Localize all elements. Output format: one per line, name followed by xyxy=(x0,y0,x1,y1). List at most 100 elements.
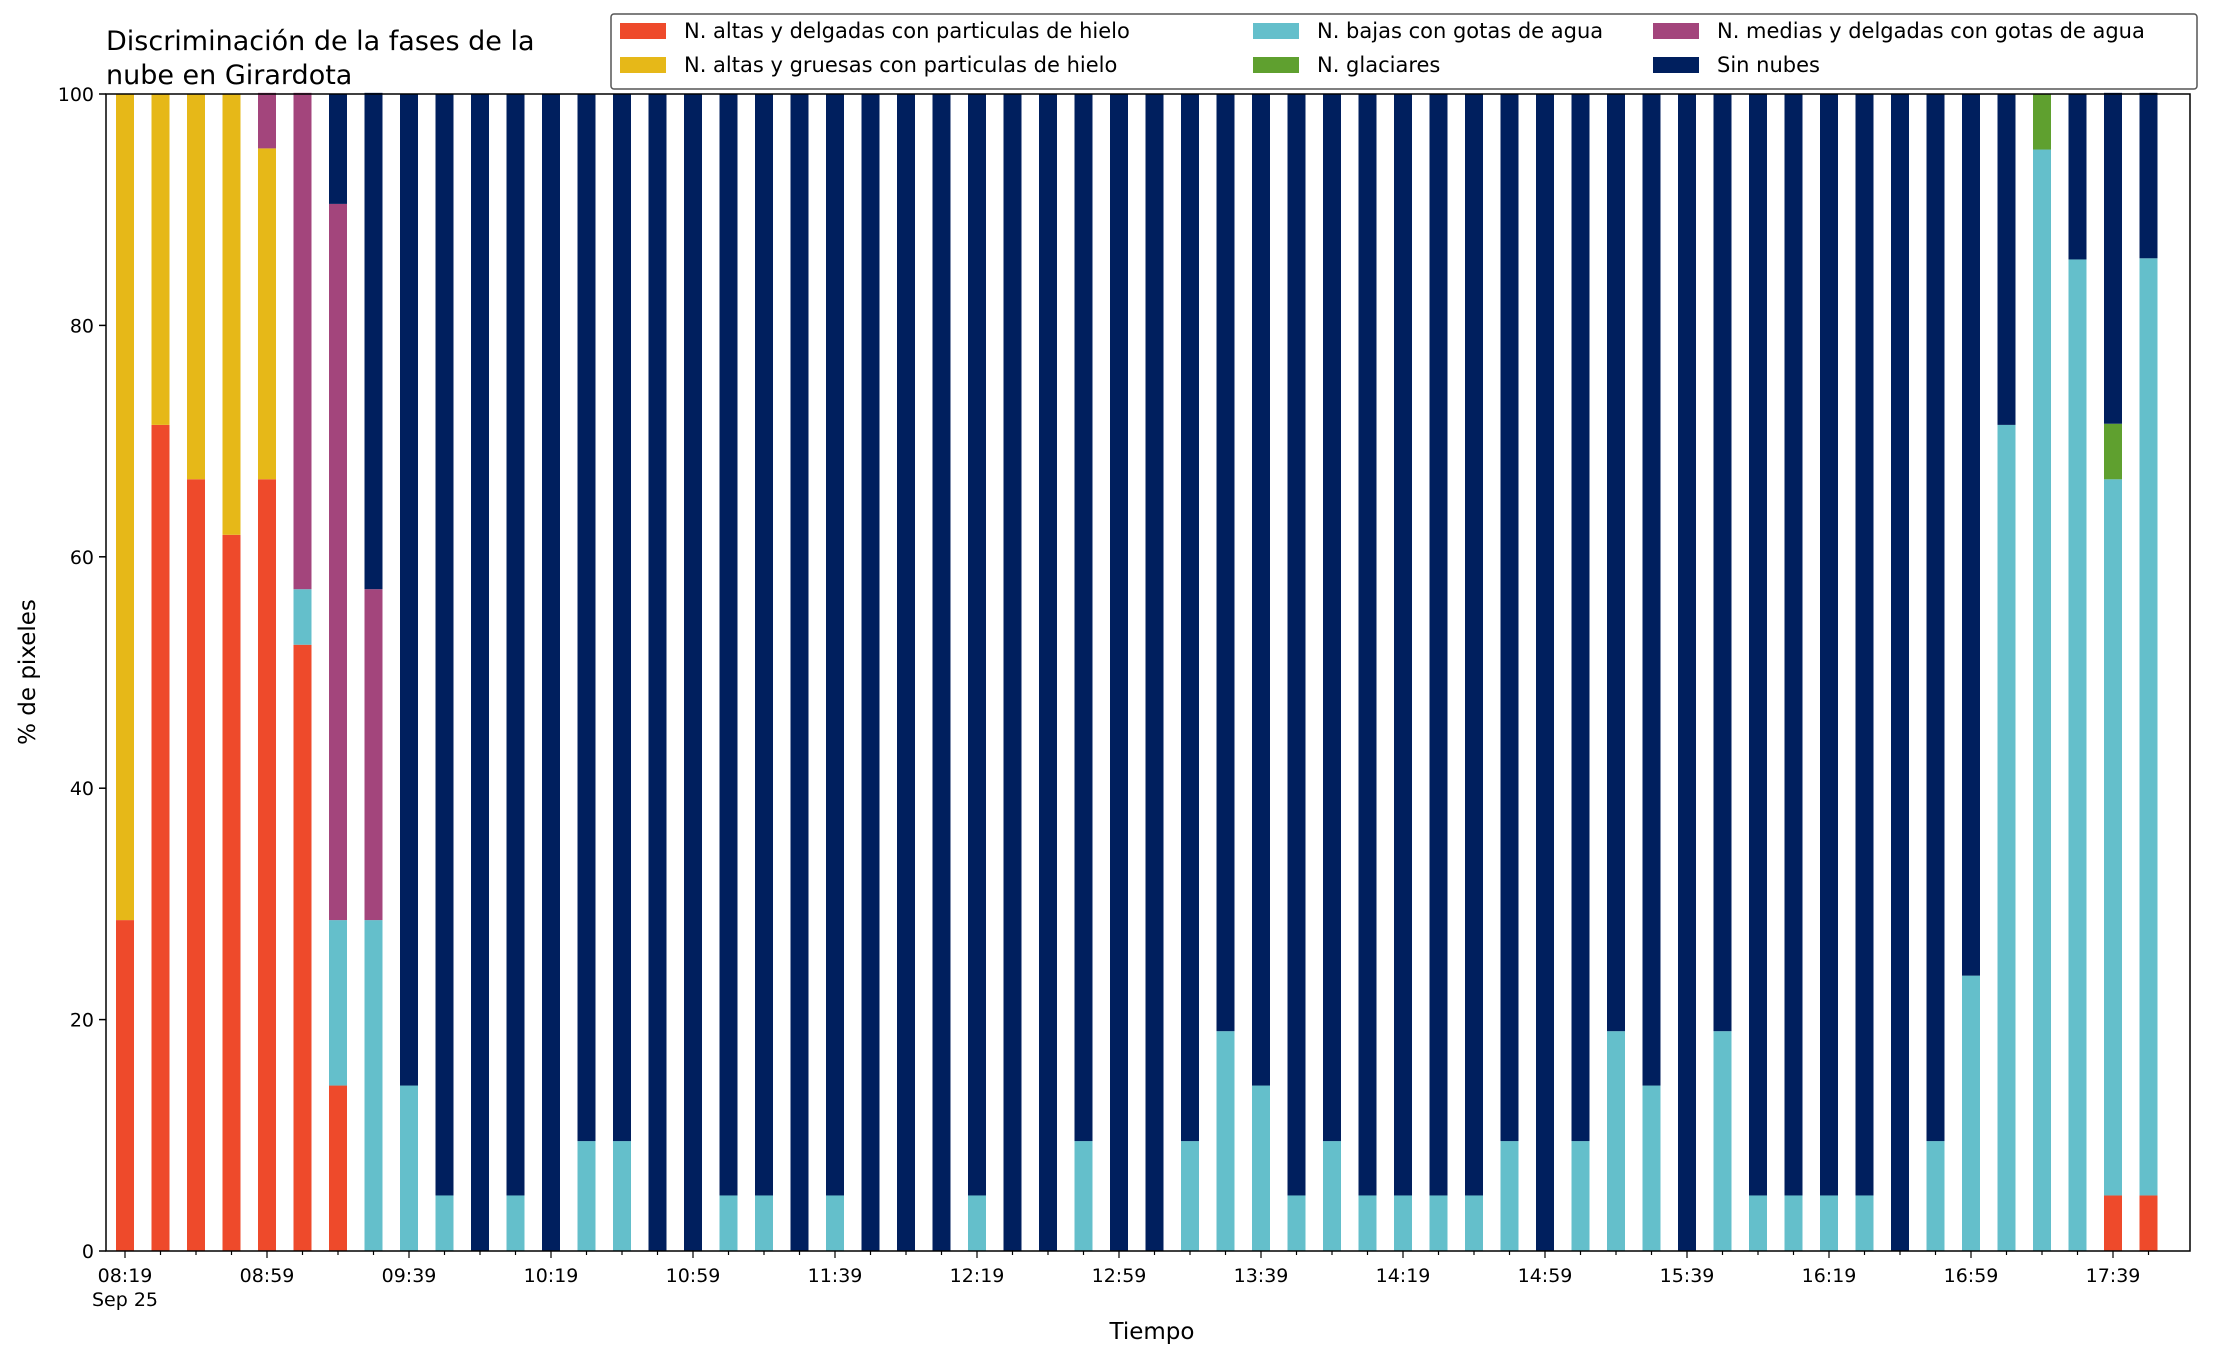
bar-segment-series-3-56 xyxy=(2104,423,2122,480)
bar-segment-series-5-48 xyxy=(1820,94,1838,1196)
bar-segment-series-2-39 xyxy=(1500,1141,1519,1251)
bars-group xyxy=(116,92,2158,1251)
bar-segment-series-5-43 xyxy=(1642,94,1661,1086)
bar-segment-series-5-31 xyxy=(1216,94,1235,1032)
bar-segment-series-1-4 xyxy=(258,148,276,480)
bar-segment-series-2-53 xyxy=(1997,424,2016,1251)
bar-segment-series-5-21 xyxy=(861,94,880,1251)
legend-label: Sin nubes xyxy=(1717,53,1820,77)
y-tick-label: 20 xyxy=(70,1010,94,1032)
bar-segment-series-5-12 xyxy=(542,94,560,1251)
bar-segment-series-5-16 xyxy=(684,94,702,1251)
bar-segment-series-2-47 xyxy=(1784,1195,1803,1251)
bar-segment-series-2-43 xyxy=(1642,1085,1661,1251)
legend-swatch xyxy=(1253,23,1299,39)
bar-segment-series-5-50 xyxy=(1891,94,1909,1251)
bar-segment-series-2-5 xyxy=(293,589,312,645)
bar-segment-series-2-48 xyxy=(1820,1195,1838,1251)
legend-swatch xyxy=(620,57,666,73)
bar-segment-series-2-18 xyxy=(755,1195,773,1251)
bar-segment-series-5-32 xyxy=(1252,94,1270,1086)
bar-segment-series-2-38 xyxy=(1465,1195,1483,1251)
bar-segment-series-5-15 xyxy=(648,94,667,1251)
bar-segment-series-5-29 xyxy=(1145,94,1164,1251)
bar-segment-series-2-17 xyxy=(719,1195,738,1251)
bar-segment-series-5-8 xyxy=(400,94,418,1086)
x-tick-label: 11:39 xyxy=(808,1265,863,1287)
bar-segment-series-5-7 xyxy=(364,92,383,590)
y-tick-label: 0 xyxy=(82,1241,94,1263)
bar-segment-series-2-11 xyxy=(506,1195,525,1251)
bar-segment-series-2-31 xyxy=(1216,1031,1235,1251)
bar-segment-series-5-28 xyxy=(1110,94,1128,1251)
bar-segment-series-0-6 xyxy=(329,1085,347,1251)
x-tick-sublabel: Sep 25 xyxy=(92,1289,158,1311)
x-tick-label: 13:39 xyxy=(1234,1265,1289,1287)
bar-segment-series-5-10 xyxy=(471,94,489,1251)
x-tick-label: 12:19 xyxy=(950,1265,1005,1287)
legend-swatch xyxy=(1253,57,1299,73)
legend-swatch xyxy=(1653,57,1699,73)
bar-segment-series-0-5 xyxy=(293,644,312,1251)
bar-segment-series-5-11 xyxy=(506,94,525,1196)
bar-segment-series-2-7 xyxy=(364,920,383,1251)
bar-segment-series-2-52 xyxy=(1962,975,1980,1251)
y-tick-label: 60 xyxy=(70,547,94,569)
bar-segment-series-2-20 xyxy=(826,1195,844,1251)
bar-segment-series-4-4 xyxy=(258,92,276,149)
bar-segment-series-5-57 xyxy=(2139,92,2158,259)
bar-segment-series-5-41 xyxy=(1571,94,1590,1142)
legend-label: N. altas y gruesas con particulas de hie… xyxy=(684,53,1117,77)
bar-segment-series-0-56 xyxy=(2104,1195,2122,1251)
bar-segment-series-5-42 xyxy=(1607,94,1625,1032)
bar-segment-series-5-24 xyxy=(968,94,986,1196)
bar-segment-series-2-55 xyxy=(2068,259,2087,1251)
bar-segment-series-5-56 xyxy=(2104,92,2122,424)
bar-segment-series-2-33 xyxy=(1287,1195,1306,1251)
x-tick-label: 15:39 xyxy=(1660,1265,1715,1287)
y-axis-label: % de pixeles xyxy=(15,599,41,745)
legend-label: N. medias y delgadas con gotas de agua xyxy=(1717,19,2145,43)
y-tick-label: 80 xyxy=(70,315,94,337)
bar-segment-series-5-37 xyxy=(1429,94,1448,1196)
bar-segment-series-2-45 xyxy=(1713,1031,1732,1251)
bar-segment-series-5-39 xyxy=(1500,94,1519,1142)
bar-segment-series-4-6 xyxy=(329,203,347,921)
x-tick-label: 17:39 xyxy=(2086,1265,2141,1287)
bar-segment-series-2-46 xyxy=(1749,1195,1767,1251)
bar-segment-series-5-27 xyxy=(1074,94,1093,1142)
bar-segment-series-5-18 xyxy=(755,94,773,1196)
bar-segment-series-5-20 xyxy=(826,94,844,1196)
bar-segment-series-1-1 xyxy=(151,94,170,425)
bar-segment-series-1-2 xyxy=(187,94,205,480)
bar-segment-series-4-7 xyxy=(364,589,383,921)
bar-segment-series-0-1 xyxy=(151,424,170,1251)
bar-segment-series-5-23 xyxy=(932,94,951,1251)
bar-segment-series-0-4 xyxy=(258,479,276,1251)
bar-segment-series-5-30 xyxy=(1181,94,1199,1142)
bar-segment-series-5-38 xyxy=(1465,94,1483,1196)
x-tick-label: 10:19 xyxy=(524,1265,579,1287)
bar-segment-series-1-3 xyxy=(222,94,241,535)
bar-segment-series-2-51 xyxy=(1926,1141,1945,1251)
bar-segment-series-0-57 xyxy=(2139,1195,2158,1251)
bar-segment-series-5-49 xyxy=(1855,94,1874,1196)
bar-segment-series-2-6 xyxy=(329,920,347,1086)
bar-segment-series-0-2 xyxy=(187,479,205,1251)
y-axis: 0 20 40 60 80 100 xyxy=(58,84,106,1263)
x-tick-label: 08:19 xyxy=(98,1265,153,1287)
x-tick-label: 09:39 xyxy=(382,1265,437,1287)
bar-segment-series-5-9 xyxy=(435,94,454,1196)
legend-label: N. glaciares xyxy=(1317,53,1440,77)
bar-segment-series-2-14 xyxy=(613,1141,631,1251)
bar-segment-series-5-40 xyxy=(1536,94,1554,1251)
bar-segment-series-5-44 xyxy=(1678,94,1696,1251)
bar-segment-series-2-35 xyxy=(1358,1195,1377,1251)
bar-segment-series-5-55 xyxy=(2068,94,2087,260)
x-tick-label: 12:59 xyxy=(1092,1265,1147,1287)
bar-segment-series-5-17 xyxy=(719,94,738,1196)
bar-segment-series-5-34 xyxy=(1323,94,1341,1142)
bar-segment-series-5-33 xyxy=(1287,94,1306,1196)
